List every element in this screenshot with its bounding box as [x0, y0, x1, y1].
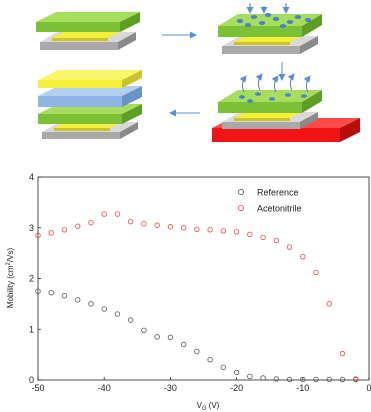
- data-point-reference: [35, 288, 41, 294]
- legend-marker-acetonitrile: [237, 205, 244, 212]
- data-point-acetonitrile: [326, 301, 332, 307]
- data-point-acetonitrile: [313, 269, 319, 276]
- data-point-reference: [220, 364, 227, 371]
- data-point-reference: [207, 356, 213, 363]
- data-point-acetonitrile: [101, 211, 107, 217]
- molecule-dots: [236, 13, 312, 28]
- legend-marker-reference: [237, 188, 244, 195]
- device-panel-heating: [212, 73, 360, 142]
- data-point-acetonitrile: [194, 226, 200, 232]
- data-point-reference: [48, 290, 54, 296]
- data-point-acetonitrile: [273, 237, 280, 244]
- x-axis-title: VG (V): [197, 401, 220, 412]
- data-point-acetonitrile: [114, 211, 121, 217]
- data-point-reference: [339, 376, 346, 383]
- x-tick-label: -20: [230, 383, 243, 393]
- y-tick-label: 0: [29, 375, 34, 385]
- data-point-reference: [247, 373, 253, 380]
- data-point-reference: [313, 376, 319, 383]
- x-tick-label: -50: [31, 383, 44, 393]
- device-panel-encapsulated: [38, 70, 142, 139]
- data-point-reference: [326, 376, 332, 383]
- data-point-reference: [167, 334, 174, 341]
- data-point-acetonitrile: [75, 223, 81, 229]
- legend-label-reference: Reference: [257, 188, 299, 198]
- data-point-acetonitrile: [339, 350, 346, 357]
- y-tick-label: 3: [29, 223, 34, 233]
- data-point-reference: [154, 334, 160, 340]
- x-tick-label: -40: [98, 383, 111, 393]
- data-point-acetonitrile: [35, 232, 41, 239]
- data-point-acetonitrile: [154, 222, 160, 228]
- data-point-acetonitrile: [88, 219, 94, 226]
- x-tick-label: -30: [164, 383, 177, 393]
- data-point-reference: [127, 317, 134, 323]
- data-point-reference: [88, 301, 94, 307]
- y-tick-label: 2: [29, 274, 34, 284]
- legend-label-acetonitrile: Acetonitrile: [257, 204, 302, 214]
- data-point-acetonitrile: [180, 225, 187, 231]
- data-point-acetonitrile: [286, 244, 293, 250]
- device-schematic: [36, 3, 360, 142]
- data-point-reference: [260, 375, 266, 381]
- data-point-acetonitrile: [220, 228, 227, 234]
- data-point-reference: [61, 293, 68, 299]
- device-panel-pristine: [36, 12, 140, 50]
- data-point-acetonitrile: [260, 234, 266, 241]
- axis-ticks: -50 -40 -30 -20 -10 0 0 1 2 3 4: [29, 172, 371, 393]
- data-point-acetonitrile: [207, 227, 213, 233]
- y-tick-label: 4: [29, 172, 34, 182]
- data-point-acetonitrile: [141, 220, 147, 227]
- desorbing-molecule-arrows: [239, 73, 311, 93]
- data-point-reference: [300, 376, 306, 383]
- data-point-reference: [194, 348, 200, 355]
- data-point-reference: [114, 311, 121, 317]
- data-point-acetonitrile: [48, 230, 54, 236]
- data-point-reference: [75, 297, 81, 303]
- data-point-acetonitrile: [127, 218, 134, 225]
- x-tick-label: -10: [296, 383, 309, 393]
- data-point-reference: [286, 376, 293, 383]
- data-point-acetonitrile: [167, 224, 174, 230]
- legend: Reference Acetonitrile: [237, 188, 302, 214]
- molecule-dots: [239, 92, 307, 103]
- data-point-acetonitrile: [300, 253, 306, 260]
- data-point-acetonitrile: [353, 376, 359, 382]
- data-point-reference: [233, 369, 240, 376]
- y-axis-title: Mobility (cm2/Vs): [6, 248, 15, 309]
- x-tick-label: 0: [366, 383, 371, 393]
- plot-frame: [37, 176, 370, 381]
- data-point-reference: [141, 327, 147, 333]
- data-point-reference: [273, 376, 280, 382]
- data-point-reference: [180, 341, 187, 348]
- data-point-reference: [101, 306, 107, 312]
- device-panel-exposure: [218, 3, 322, 54]
- data-point-acetonitrile: [233, 229, 240, 235]
- incoming-molecule-arrows: [246, 3, 290, 14]
- mobility-chart: -50 -40 -30 -20 -10 0 0 1 2 3 4 Reference Acetonit…: [6, 172, 371, 412]
- data-point-acetonitrile: [247, 231, 253, 238]
- data-series: [35, 211, 359, 383]
- y-tick-label: 1: [29, 324, 34, 334]
- data-point-acetonitrile: [61, 227, 68, 233]
